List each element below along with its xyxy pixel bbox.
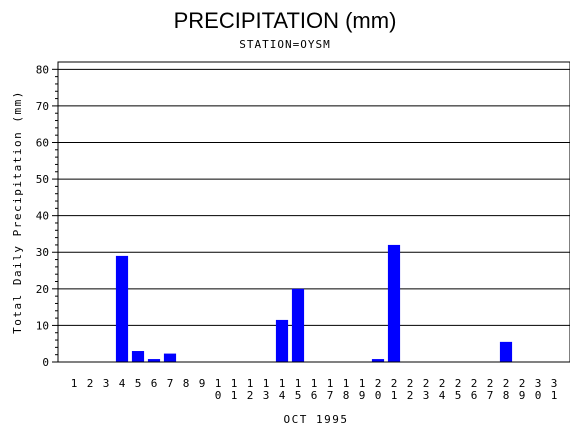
bar-day-4 [115,255,129,362]
bar-day-28 [499,341,513,362]
chart-title: PRECIPITATION (mm) [174,8,397,33]
x-tick-label: 2 [87,377,94,390]
y-tick-label: 70 [36,100,49,113]
y-tick-label: 50 [36,173,49,186]
x-tick-label: 9 [199,377,206,390]
x-tick-label: 7 [167,377,174,390]
chart-subtitle: STATION=OYSM [239,38,330,51]
bar-day-14 [275,319,289,362]
plot-frame [57,61,570,363]
bar-day-20 [371,359,385,362]
y-tick-label: 30 [36,246,49,259]
x-tick-label: 3 [103,377,110,390]
y-axis-ticks: 0 10 20 30 40 50 60 70 80 [36,63,58,369]
bar-day-5 [131,351,145,362]
bar-day-15 [291,288,305,362]
x-axis-label: OCT 1995 [284,413,349,426]
grid-lines [58,68,570,326]
y-tick-label: 0 [42,356,49,369]
x-tick-label: 1 [71,377,78,390]
y-tick-label: 80 [36,63,49,76]
y-axis-label: Total Daily Precipitation (mm) [11,90,24,334]
y-tick-label: 60 [36,136,49,149]
bar-day-7 [163,353,177,362]
bar-day-6 [147,359,161,362]
y-tick-label: 40 [36,210,49,223]
bar-day-21 [387,244,401,362]
bars [115,244,513,362]
x-tick-label: 8 [183,377,190,390]
y-tick-label: 20 [36,283,49,296]
y-tick-label: 10 [36,319,49,332]
x-tick-label: 4 [119,377,126,390]
x-axis-ticks: 1 2 3 4 5 6 7 8 9 1 01 11 21 31 41 51 61 71 81 92 02 12 22 32 42… [71,377,558,402]
x-tick-label: 6 [151,377,158,390]
x-tick-label: 5 [135,377,142,390]
